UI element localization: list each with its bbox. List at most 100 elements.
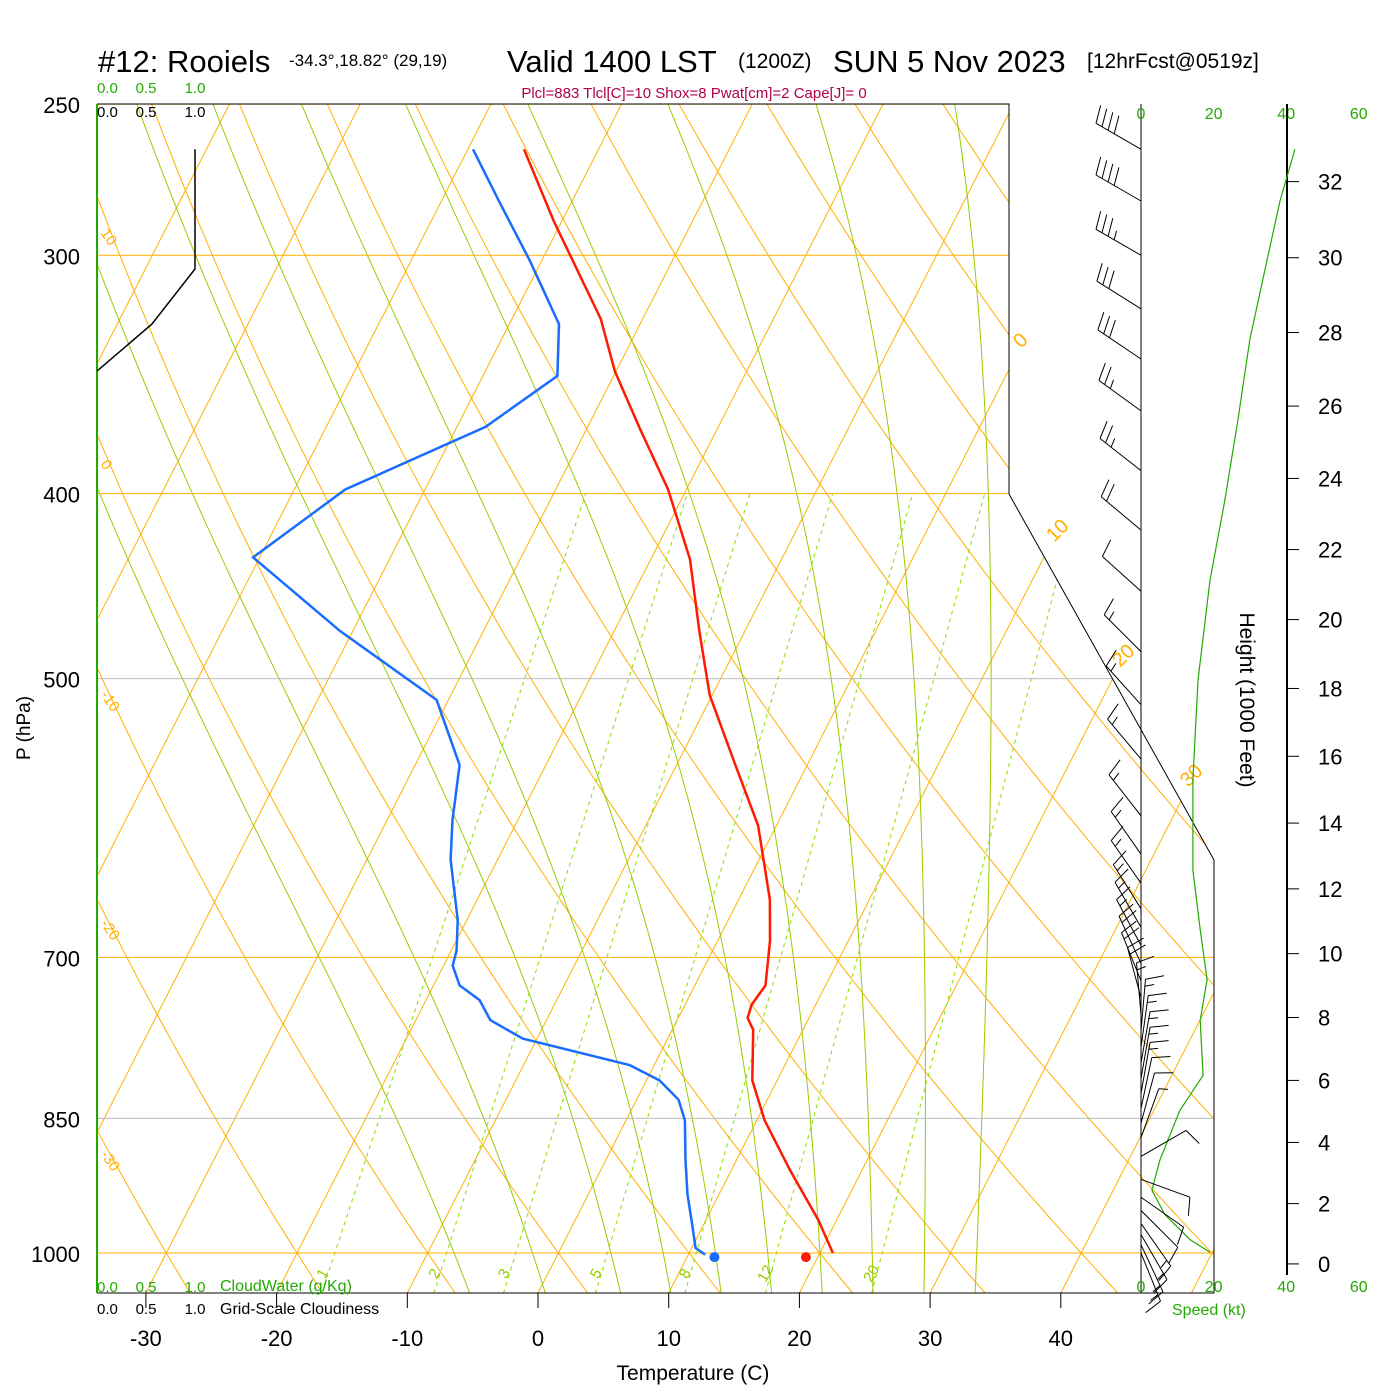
wind-barb [1140,1129,1200,1157]
mixing-ratio-line [595,493,834,1293]
wind-barb [1097,312,1142,360]
height-tick-label: 18 [1318,676,1342,701]
isotherm-line [97,104,586,1293]
dry-adiabat-line [97,104,456,1293]
wind-barb [1100,479,1142,531]
isotherm-line [97,104,455,1293]
isotherm-line [145,104,847,1293]
moist-adiabat-line [804,104,926,1293]
pressure-axis-label: P (hPa) [14,696,35,760]
mixing-ratio-line [433,493,688,1293]
moist-adiabat-line [948,104,992,1293]
dry-adiabat-line [746,104,1214,1293]
pressure-tick-label: 300 [43,244,80,269]
dry-adiabat-line [225,104,986,1293]
isotherm-line [929,104,1214,1293]
speed-axis-label: Speed (kt) [1172,1302,1246,1319]
wind-barb [1140,1210,1179,1264]
wind-barb [1098,362,1142,412]
isotherm-line [97,104,717,1293]
wind-barb [1136,955,1155,1015]
stability-stats: Plcl=883 Tlcl[C]=10 Shox=8 Pwat[cm]=2 Ca… [521,85,866,102]
speed-tick-label: 20 [1205,106,1223,123]
height-tick-label: 22 [1318,538,1342,563]
cloudiness-profile-line [96,149,196,372]
dry-adiabat-label: -20 [97,916,123,944]
wind-barb [1116,886,1142,946]
wind-barb [1107,703,1142,760]
cloudiness-axis-tick-label: 1.0 [185,1301,206,1318]
station-coords: -34.3°,18.82° (29,19) [289,51,447,70]
wind-barb [1140,1024,1169,1079]
height-tick-label: 24 [1318,466,1342,491]
cloudwater-axis-tick-label: 0.5 [136,1279,157,1296]
wind-barb [1140,1244,1164,1305]
pressure-tick-label: 850 [43,1107,80,1132]
wind-barb [1118,903,1142,964]
moist-adiabat-line [390,104,773,1293]
wind-barb [1095,105,1142,150]
height-tick-label: 28 [1318,321,1342,346]
wind-barb [1112,850,1142,909]
surface-dewpoint-dot [709,1252,720,1263]
isotherm-line [97,104,325,1293]
wind-barb [1140,1009,1169,1063]
cloudwater-axis-label: CloudWater (g/Kg) [220,1278,352,1295]
wind-barb [1095,156,1142,202]
moist-adiabat-line [653,104,874,1293]
cloudwater-axis-tick-label: 0.0 [97,80,118,97]
wind-barb [1140,1088,1169,1138]
height-tick-label: 2 [1318,1192,1330,1217]
wind-barb [1140,1056,1171,1109]
pressure-tick-label: 1000 [31,1242,80,1267]
wind-barb [1110,825,1142,884]
cloudwater-axis-tick-label: 0.0 [97,1279,118,1296]
dry-adiabat-line [312,104,1119,1293]
isotherm-line [668,104,1214,1293]
wind-barb [1101,539,1142,592]
moist-adiabat-line [199,104,672,1293]
temperature-tick-label: 40 [1049,1326,1073,1351]
background-grid [0,0,1214,1293]
cloudiness-axis-label: Grid-Scale Cloudiness [220,1301,379,1318]
height-tick-label: 12 [1318,877,1342,902]
temperature-tick-label: -30 [130,1326,162,1351]
dry-adiabat-line [138,104,854,1293]
pressure-tick-label: 400 [43,483,80,508]
mixing-ratio-line [684,493,914,1293]
dry-adiabat-line [572,104,1214,1293]
height-tick-label: 20 [1318,608,1342,633]
dry-adiabat-line [97,104,324,1293]
wind-barb [1140,975,1164,1032]
cloudiness-axis-tick-label: 1.0 [185,104,206,121]
isotherm-line [537,104,1214,1293]
wind-barb [1114,868,1142,928]
temperature-tick-label: 10 [656,1326,680,1351]
dry-adiabat-label: -10 [97,688,123,716]
speed-tick-label: 0 [1137,106,1146,123]
dry-adiabat-line [659,104,1214,1293]
wind-barb [1099,421,1142,471]
wind-barb [1121,920,1142,981]
forecast-date: SUN 5 Nov 2023 [833,44,1066,79]
temperature-tick-label: -10 [391,1326,423,1351]
wind-barb [1095,211,1142,256]
wind-barb [1103,598,1142,652]
isotherm-line [798,104,1214,1293]
cloudiness-axis-tick-label: 0.5 [136,104,157,121]
wind-barb [1110,796,1142,855]
height-tick-label: 30 [1318,246,1342,271]
isotherm-line [1190,104,1214,1293]
isotherm-label: 30 [1176,760,1207,791]
height-tick-label: 0 [1318,1252,1330,1277]
temperature-profile-line [522,148,835,1254]
valid-time: Valid 1400 LST [507,44,717,79]
cloudiness-axis-tick-label: 0.5 [136,1301,157,1318]
cloudwater-axis-tick-label: 1.0 [185,80,206,97]
moist-adiabat-line [97,104,546,1293]
wind-barb [1140,1196,1185,1245]
isotherm-line [0,0,62,1293]
height-tick-label: 8 [1318,1005,1330,1030]
